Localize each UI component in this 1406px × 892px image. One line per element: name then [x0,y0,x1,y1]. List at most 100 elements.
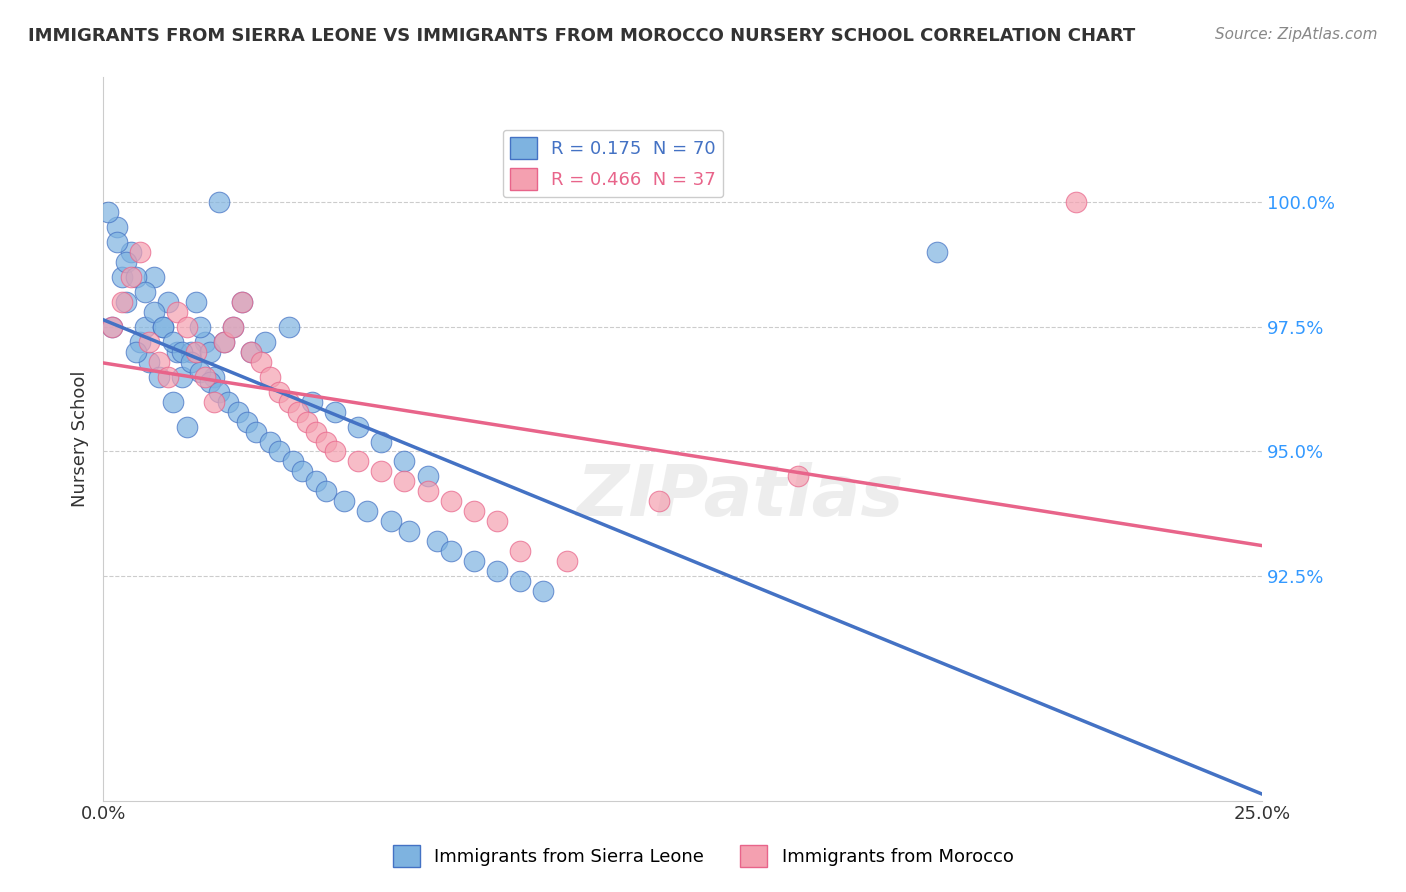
Text: ZIPatlas: ZIPatlas [576,462,904,532]
Point [129,245,152,260]
Point [416,469,439,483]
Point [240,344,263,359]
Point [222,319,245,334]
Point [162,334,184,349]
Point [333,494,356,508]
Point [347,419,370,434]
Point [115,255,138,269]
Point [202,394,225,409]
Point [259,434,281,449]
Point [143,305,166,319]
Point [170,344,193,359]
Point [231,294,253,309]
Point [370,465,392,479]
Point [486,564,509,578]
Point [315,434,337,449]
Point [287,404,309,418]
Point [426,534,449,549]
Point [463,504,485,518]
Y-axis label: Nursery School: Nursery School [72,371,89,508]
Point [509,574,531,589]
Legend: Immigrants from Sierra Leone, Immigrants from Morocco: Immigrants from Sierra Leone, Immigrants… [385,838,1021,874]
Text: IMMIGRANTS FROM SIERRA LEONE VS IMMIGRANTS FROM MOROCCO NURSERY SCHOOL CORRELATI: IMMIGRANTS FROM SIERRA LEONE VS IMMIGRAN… [28,27,1136,45]
Point [440,494,463,508]
Point [166,305,188,319]
Point [356,504,378,518]
Point [176,419,198,434]
Point [249,355,271,369]
Point [148,355,170,369]
Point [291,465,314,479]
Point [101,319,124,334]
Point [212,334,235,349]
Point [157,294,180,309]
Point [194,369,217,384]
Point [184,294,207,309]
Point [269,444,291,458]
Point [162,394,184,409]
Point [486,514,509,528]
Point [134,285,156,299]
Point [1066,195,1088,210]
Point [370,434,392,449]
Point [105,220,128,235]
Point [194,334,217,349]
Point [927,245,949,260]
Point [124,344,146,359]
Legend: R = 0.175  N = 70, R = 0.466  N = 37: R = 0.175 N = 70, R = 0.466 N = 37 [502,130,723,197]
Point [245,425,267,439]
Point [198,344,221,359]
Point [115,294,138,309]
Point [463,554,485,568]
Point [105,235,128,249]
Point [323,404,346,418]
Point [190,319,212,334]
Point [138,355,160,369]
Point [152,319,174,334]
Point [509,544,531,558]
Point [398,524,420,539]
Point [124,269,146,284]
Point [277,319,299,334]
Point [212,334,235,349]
Point [231,294,253,309]
Point [180,355,202,369]
Point [380,514,402,528]
Point [555,554,578,568]
Point [269,384,291,399]
Point [217,394,239,409]
Point [138,334,160,349]
Point [295,415,318,429]
Point [259,369,281,384]
Point [787,469,810,483]
Point [184,344,207,359]
Point [120,269,142,284]
Point [648,494,671,508]
Point [190,365,212,379]
Point [301,394,323,409]
Point [440,544,463,558]
Point [394,454,416,468]
Text: Source: ZipAtlas.com: Source: ZipAtlas.com [1215,27,1378,42]
Point [120,245,142,260]
Point [347,454,370,468]
Point [198,375,221,389]
Point [533,584,555,599]
Point [152,319,174,334]
Point [143,269,166,284]
Point [226,404,249,418]
Point [323,444,346,458]
Point [176,319,198,334]
Point [202,369,225,384]
Point [277,394,299,409]
Point [101,319,124,334]
Point [157,369,180,384]
Point [97,205,120,219]
Point [111,294,134,309]
Point [315,484,337,499]
Point [129,334,152,349]
Point [305,475,328,489]
Point [208,195,231,210]
Point [134,319,156,334]
Point [240,344,263,359]
